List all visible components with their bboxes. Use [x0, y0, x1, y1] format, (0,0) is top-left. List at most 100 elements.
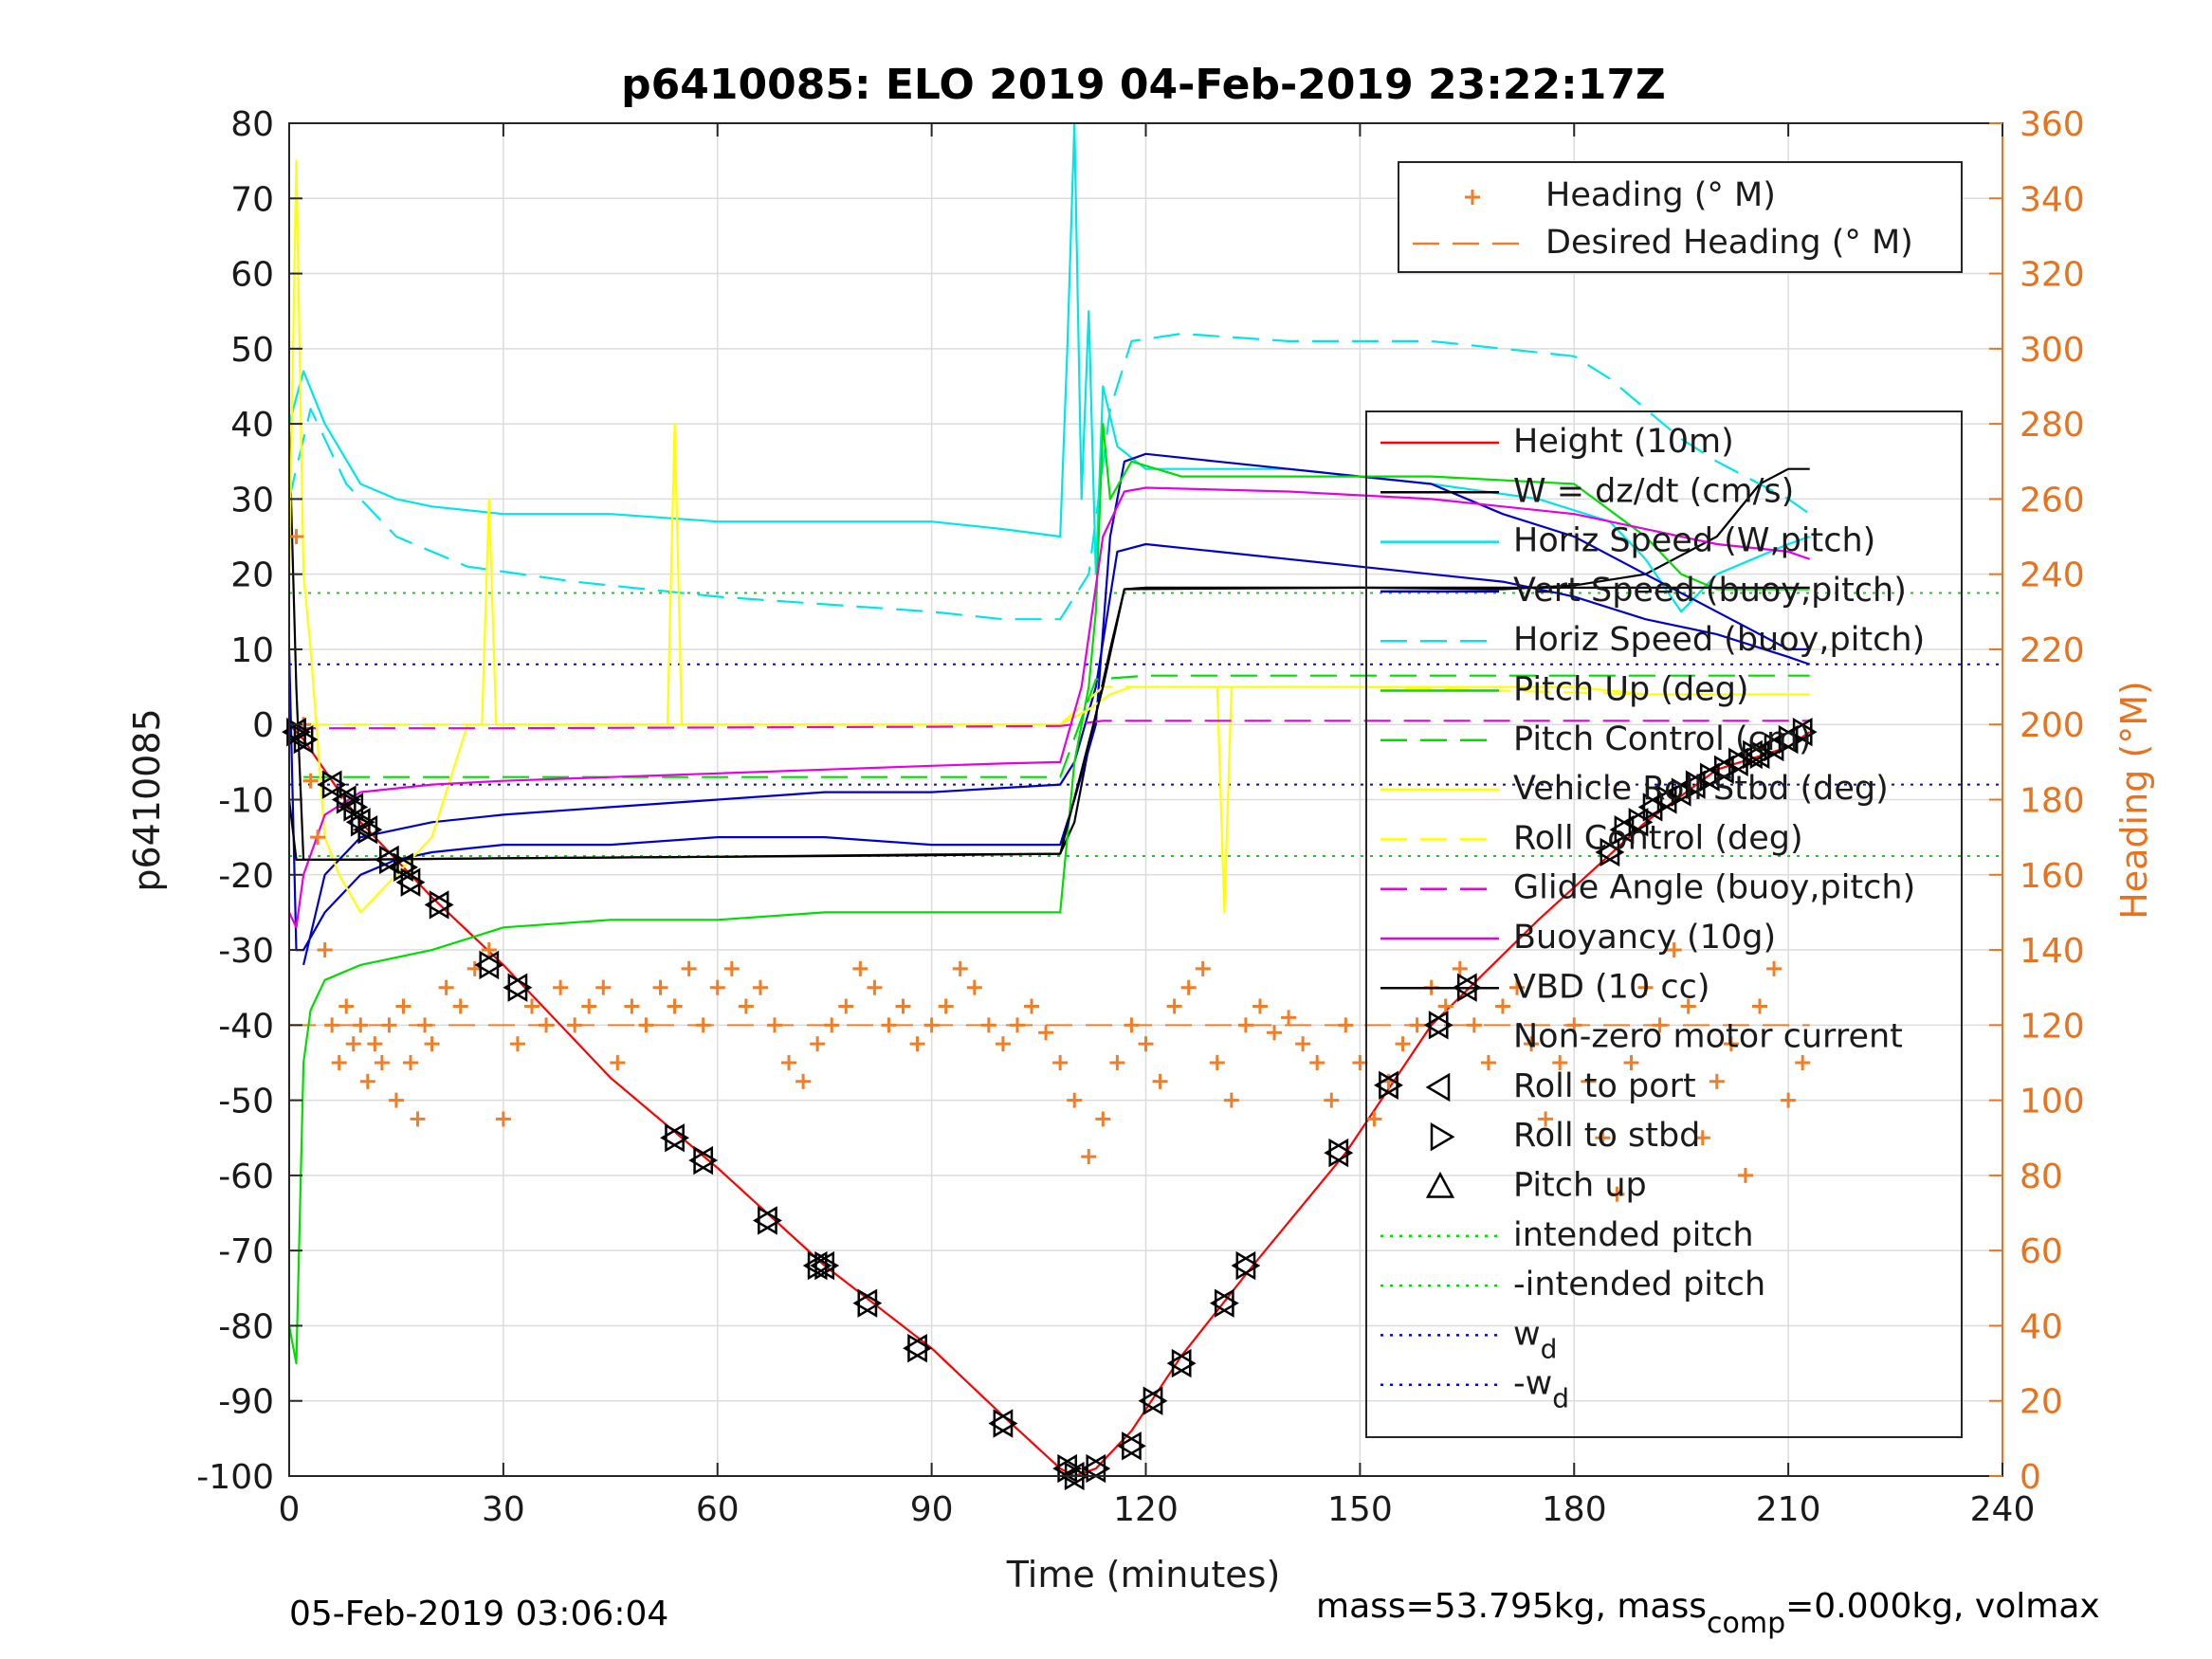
heading-point — [1680, 998, 1696, 1014]
heading-point — [1223, 1092, 1239, 1108]
legend-label: -intended pitch — [1513, 1266, 1765, 1304]
x-tick-label: 60 — [696, 1490, 740, 1529]
motor-marker — [1324, 1138, 1354, 1168]
heading-point — [1694, 1130, 1710, 1146]
legend-heading-box — [1398, 161, 1963, 273]
heading-point — [852, 960, 868, 976]
heading-point — [766, 1017, 782, 1033]
heading-point — [681, 960, 697, 976]
heading-point — [824, 1017, 840, 1033]
roll-stbd-marker — [1792, 717, 1818, 747]
heading-point — [1752, 998, 1768, 1014]
roll-port-marker — [810, 1250, 835, 1281]
series-line-2 — [287, 121, 1811, 613]
legend-swatch — [1430, 1122, 1455, 1152]
heading-point — [867, 979, 883, 995]
roll-port-marker — [1374, 1070, 1398, 1100]
roll-stbd-marker — [1642, 793, 1668, 822]
roll-port-marker — [1773, 724, 1799, 755]
y2-tick-label: 320 — [2020, 256, 2085, 295]
roll-port-marker — [353, 815, 378, 845]
heading-point — [1723, 1036, 1739, 1052]
y2-tick-label: 20 — [2020, 1383, 2063, 1422]
heading-point — [288, 529, 304, 545]
motor-marker — [988, 1409, 1018, 1438]
y-tick-label: -40 — [218, 1007, 274, 1046]
heading-point — [652, 979, 668, 995]
heading-point — [410, 1111, 426, 1127]
heading-point — [1081, 1149, 1097, 1165]
footer-mass: mass=53.795kg, masscomp=0.000kg, volmax — [1316, 1587, 2100, 1640]
y-tick-label: 0 — [252, 706, 274, 745]
heading-points — [288, 529, 1811, 1202]
heading-point — [317, 942, 333, 958]
roll-port-marker — [317, 770, 342, 799]
heading-point — [1452, 960, 1468, 976]
heading-point — [1581, 1073, 1597, 1089]
roll-stbd-marker — [286, 717, 311, 747]
heading-point — [1437, 998, 1453, 1014]
heading-point — [638, 1017, 654, 1033]
heading-point — [388, 1092, 404, 1108]
heading-point — [723, 960, 740, 976]
y-tick-label: -100 — [196, 1458, 274, 1497]
y2-tick-label: 40 — [2020, 1307, 2063, 1346]
motor-marker — [374, 845, 404, 875]
roll-port-marker — [688, 1145, 714, 1176]
legend-heading-entry: Heading (° M) — [1465, 176, 1776, 214]
heading-point — [1024, 998, 1040, 1014]
roll-stbd-marker — [379, 845, 404, 875]
motor-marker — [903, 1334, 933, 1363]
y2-axis-ticks: 3603403203002802602402202001801601401201… — [1989, 105, 2085, 1497]
legend-main-entry: Roll Control (deg) — [1380, 819, 1803, 857]
legend-label: intended pitch — [1513, 1216, 1754, 1254]
legend-main-entry: Pitch Control (cm) — [1380, 720, 1812, 758]
legend-label-sub: d — [1552, 1383, 1569, 1414]
roll-stbd-marker — [1671, 777, 1696, 807]
legend-label: Non-zero motor current — [1513, 1018, 1903, 1056]
x-tick-label: 150 — [1327, 1490, 1393, 1529]
y-tick-label: -70 — [218, 1232, 274, 1271]
roll-stbd-marker — [1614, 815, 1639, 845]
y-tick-label: 30 — [230, 481, 274, 520]
heading-point — [709, 979, 725, 995]
roll-port-marker — [1652, 785, 1677, 814]
heading-point — [1281, 1010, 1297, 1026]
heading-point — [1709, 1073, 1725, 1089]
motor-marker — [1623, 808, 1654, 837]
roll-stbd-marker — [321, 770, 347, 799]
roll-port-marker — [1623, 808, 1649, 837]
motor-marker — [1231, 1250, 1261, 1281]
heading-point — [1395, 1036, 1411, 1052]
heading-point — [481, 942, 497, 958]
motor-marker — [1081, 1453, 1111, 1484]
heading-point — [1138, 1036, 1154, 1052]
x-tick-label: 180 — [1542, 1490, 1607, 1529]
heading-point — [324, 1017, 340, 1033]
roll-stbd-marker — [1743, 739, 1767, 770]
heading-point — [1295, 1036, 1311, 1052]
roll-port-marker — [1609, 815, 1635, 845]
motor-marker — [1745, 739, 1775, 770]
heading-point — [374, 1054, 390, 1070]
heading-point — [338, 998, 355, 1014]
heading-point — [966, 979, 982, 995]
heading-point — [395, 998, 411, 1014]
y-tick-label: -10 — [218, 782, 274, 821]
heading-point — [1195, 960, 1211, 976]
heading-point — [1352, 1054, 1368, 1070]
roll-port-marker — [903, 1334, 927, 1363]
roll-port-marker — [1745, 739, 1770, 770]
legend-swatch — [1425, 1072, 1451, 1103]
motor-marker — [1787, 717, 1818, 747]
heading-point — [1267, 1025, 1283, 1041]
legend-label: Heading (° M) — [1545, 176, 1776, 214]
roll-port-marker — [1209, 1288, 1234, 1318]
roll-port-marker — [474, 950, 500, 980]
legend-main-entry: Horiz Speed (buoy,pitch) — [1380, 621, 1925, 659]
footer-mass-tail: =0.000kg, volmax — [1785, 1587, 2100, 1626]
legend-main-entry: Pitch up — [1425, 1167, 1647, 1205]
heading-point — [424, 1036, 440, 1052]
y2-tick-label: 180 — [2020, 782, 2085, 821]
roll-stbd-marker — [1714, 755, 1739, 784]
